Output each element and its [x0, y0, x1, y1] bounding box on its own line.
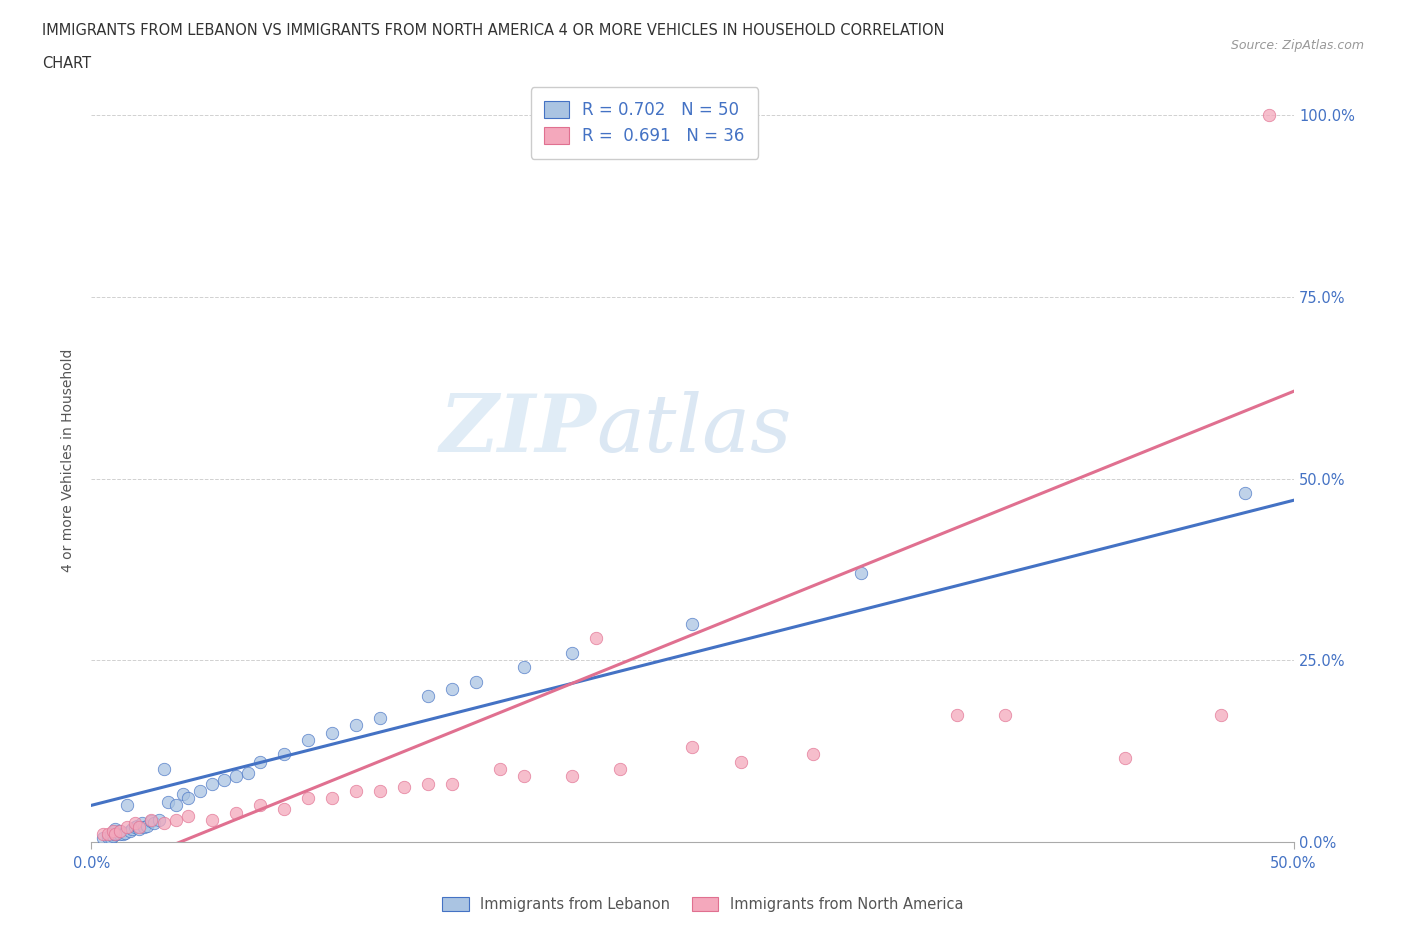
Point [165, 813, 187, 828]
Text: CHART: CHART [42, 56, 91, 71]
Point [249, 798, 271, 813]
Point [440, 777, 463, 791]
Point [104, 823, 127, 838]
Point [212, 773, 235, 788]
Legend: Immigrants from Lebanon, Immigrants from North America: Immigrants from Lebanon, Immigrants from… [436, 891, 970, 918]
Point [249, 754, 271, 769]
Text: IMMIGRANTS FROM LEBANON VS IMMIGRANTS FROM NORTH AMERICA 4 OR MORE VEHICLES IN H: IMMIGRANTS FROM LEBANON VS IMMIGRANTS FR… [42, 23, 945, 38]
Point [172, 787, 194, 802]
Point [368, 711, 391, 725]
Point [100, 830, 122, 845]
Point [321, 790, 343, 805]
Point [440, 682, 463, 697]
Point [225, 805, 247, 820]
Point [392, 779, 415, 794]
Point [157, 794, 180, 809]
Point [117, 819, 139, 834]
Point [416, 777, 439, 791]
Y-axis label: 4 or more Vehicles in Household: 4 or more Vehicles in Household [62, 349, 76, 572]
Point [344, 783, 367, 798]
Point [321, 725, 343, 740]
Point [118, 823, 141, 838]
Point [609, 762, 631, 777]
Point [344, 718, 367, 733]
Point [489, 762, 512, 777]
Point [416, 689, 439, 704]
Point [121, 821, 143, 836]
Point [1234, 485, 1257, 500]
Point [297, 733, 319, 748]
Point [111, 827, 134, 842]
Point [681, 617, 703, 631]
Point [114, 826, 136, 841]
Point [1114, 751, 1136, 765]
Point [125, 818, 148, 833]
Point [124, 816, 146, 830]
Point [465, 674, 488, 689]
Point [946, 707, 969, 722]
Point [97, 830, 120, 844]
Point [994, 707, 1017, 722]
Point [124, 819, 146, 834]
Point [561, 645, 583, 660]
Point [100, 827, 122, 842]
Point [801, 747, 824, 762]
Point [681, 739, 703, 754]
Point [110, 827, 132, 842]
Point [117, 798, 139, 813]
Point [297, 790, 319, 805]
Point [561, 769, 583, 784]
Point [128, 821, 150, 836]
Point [273, 802, 295, 817]
Point [188, 783, 211, 798]
Text: Source: ZipAtlas.com: Source: ZipAtlas.com [1230, 39, 1364, 52]
Point [148, 813, 170, 828]
Point [104, 827, 127, 842]
Point [128, 819, 150, 834]
Point [225, 769, 247, 784]
Point [104, 827, 127, 842]
Point [131, 816, 153, 830]
Text: atlas: atlas [596, 392, 792, 469]
Point [165, 798, 187, 813]
Point [513, 660, 536, 675]
Text: ZIP: ZIP [440, 392, 596, 469]
Point [176, 790, 198, 805]
Point [730, 754, 752, 769]
Point [201, 777, 224, 791]
Point [135, 818, 157, 833]
Point [585, 631, 607, 645]
Point [101, 823, 124, 838]
Legend: R = 0.702   N = 50, R =  0.691   N = 36: R = 0.702 N = 50, R = 0.691 N = 36 [530, 87, 758, 159]
Point [176, 809, 198, 824]
Point [152, 816, 174, 830]
Point [849, 565, 872, 580]
Point [141, 814, 163, 829]
Point [513, 769, 536, 784]
Point [201, 813, 224, 828]
Point [110, 823, 132, 838]
Point [101, 829, 124, 844]
Point [110, 823, 132, 838]
Point [104, 821, 127, 836]
Point [141, 813, 163, 828]
Point [93, 827, 115, 842]
Point [368, 783, 391, 798]
Point [152, 762, 174, 777]
Point [97, 827, 120, 842]
Point [142, 816, 165, 830]
Point [104, 826, 127, 841]
Point [273, 747, 295, 762]
Point [134, 819, 156, 834]
Point [1211, 707, 1233, 722]
Point [104, 827, 127, 842]
Point [93, 830, 115, 845]
Point [1258, 108, 1281, 123]
Point [236, 765, 259, 780]
